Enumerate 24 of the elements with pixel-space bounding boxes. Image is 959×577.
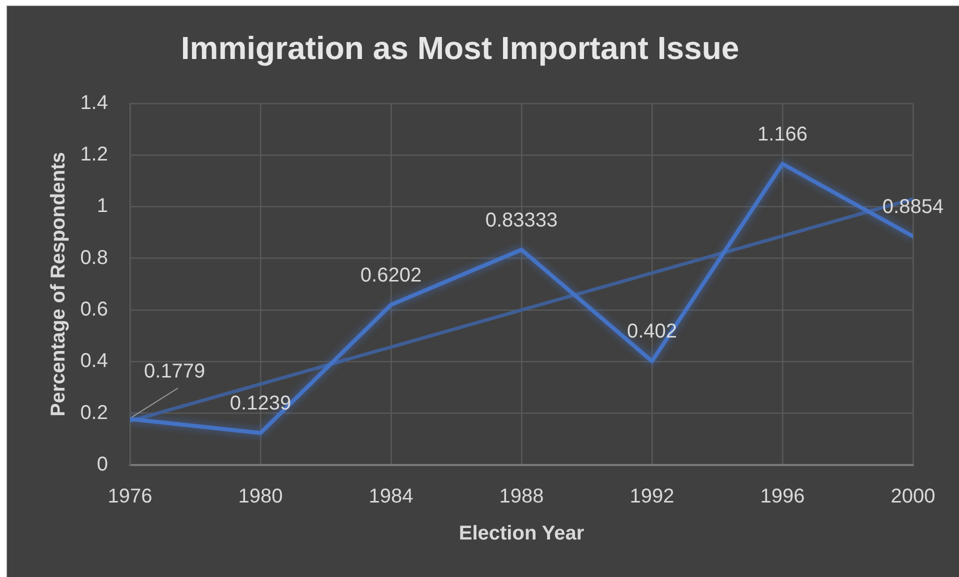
data-label: 0.8854 xyxy=(882,196,944,218)
data-label: 0.6202 xyxy=(360,264,422,286)
x-tick-label: 1992 xyxy=(630,486,674,508)
y-tick-label: 1.2 xyxy=(80,144,108,166)
y-axis-title: Percentage of Respondents xyxy=(48,152,70,416)
chart-title: Immigration as Most Important Issue xyxy=(180,30,740,66)
data-label: 0.1239 xyxy=(230,392,292,415)
y-tick-label: 0.8 xyxy=(80,246,108,269)
y-tick-label: 1 xyxy=(96,195,108,218)
data-label: 0.1779 xyxy=(144,360,206,383)
y-tick-label: 0.6 xyxy=(80,298,108,321)
x-tick-label: 1980 xyxy=(238,486,283,508)
x-tick-label: 2000 xyxy=(890,486,936,508)
data-label: 1.166 xyxy=(757,123,808,146)
y-tick-label: 1.4 xyxy=(80,92,108,114)
x-axis-title: Election Year xyxy=(458,522,584,545)
data-label: 0.83333 xyxy=(485,209,558,232)
x-tick-label: 1996 xyxy=(760,486,805,508)
y-tick-label: 0.4 xyxy=(80,350,108,372)
x-tick-label: 1988 xyxy=(499,486,544,508)
y-tick-label: 0 xyxy=(96,454,108,476)
y-tick-label: 0.2 xyxy=(80,402,108,424)
x-tick-label: 1976 xyxy=(108,486,152,508)
x-tick-label: 1984 xyxy=(368,486,414,508)
